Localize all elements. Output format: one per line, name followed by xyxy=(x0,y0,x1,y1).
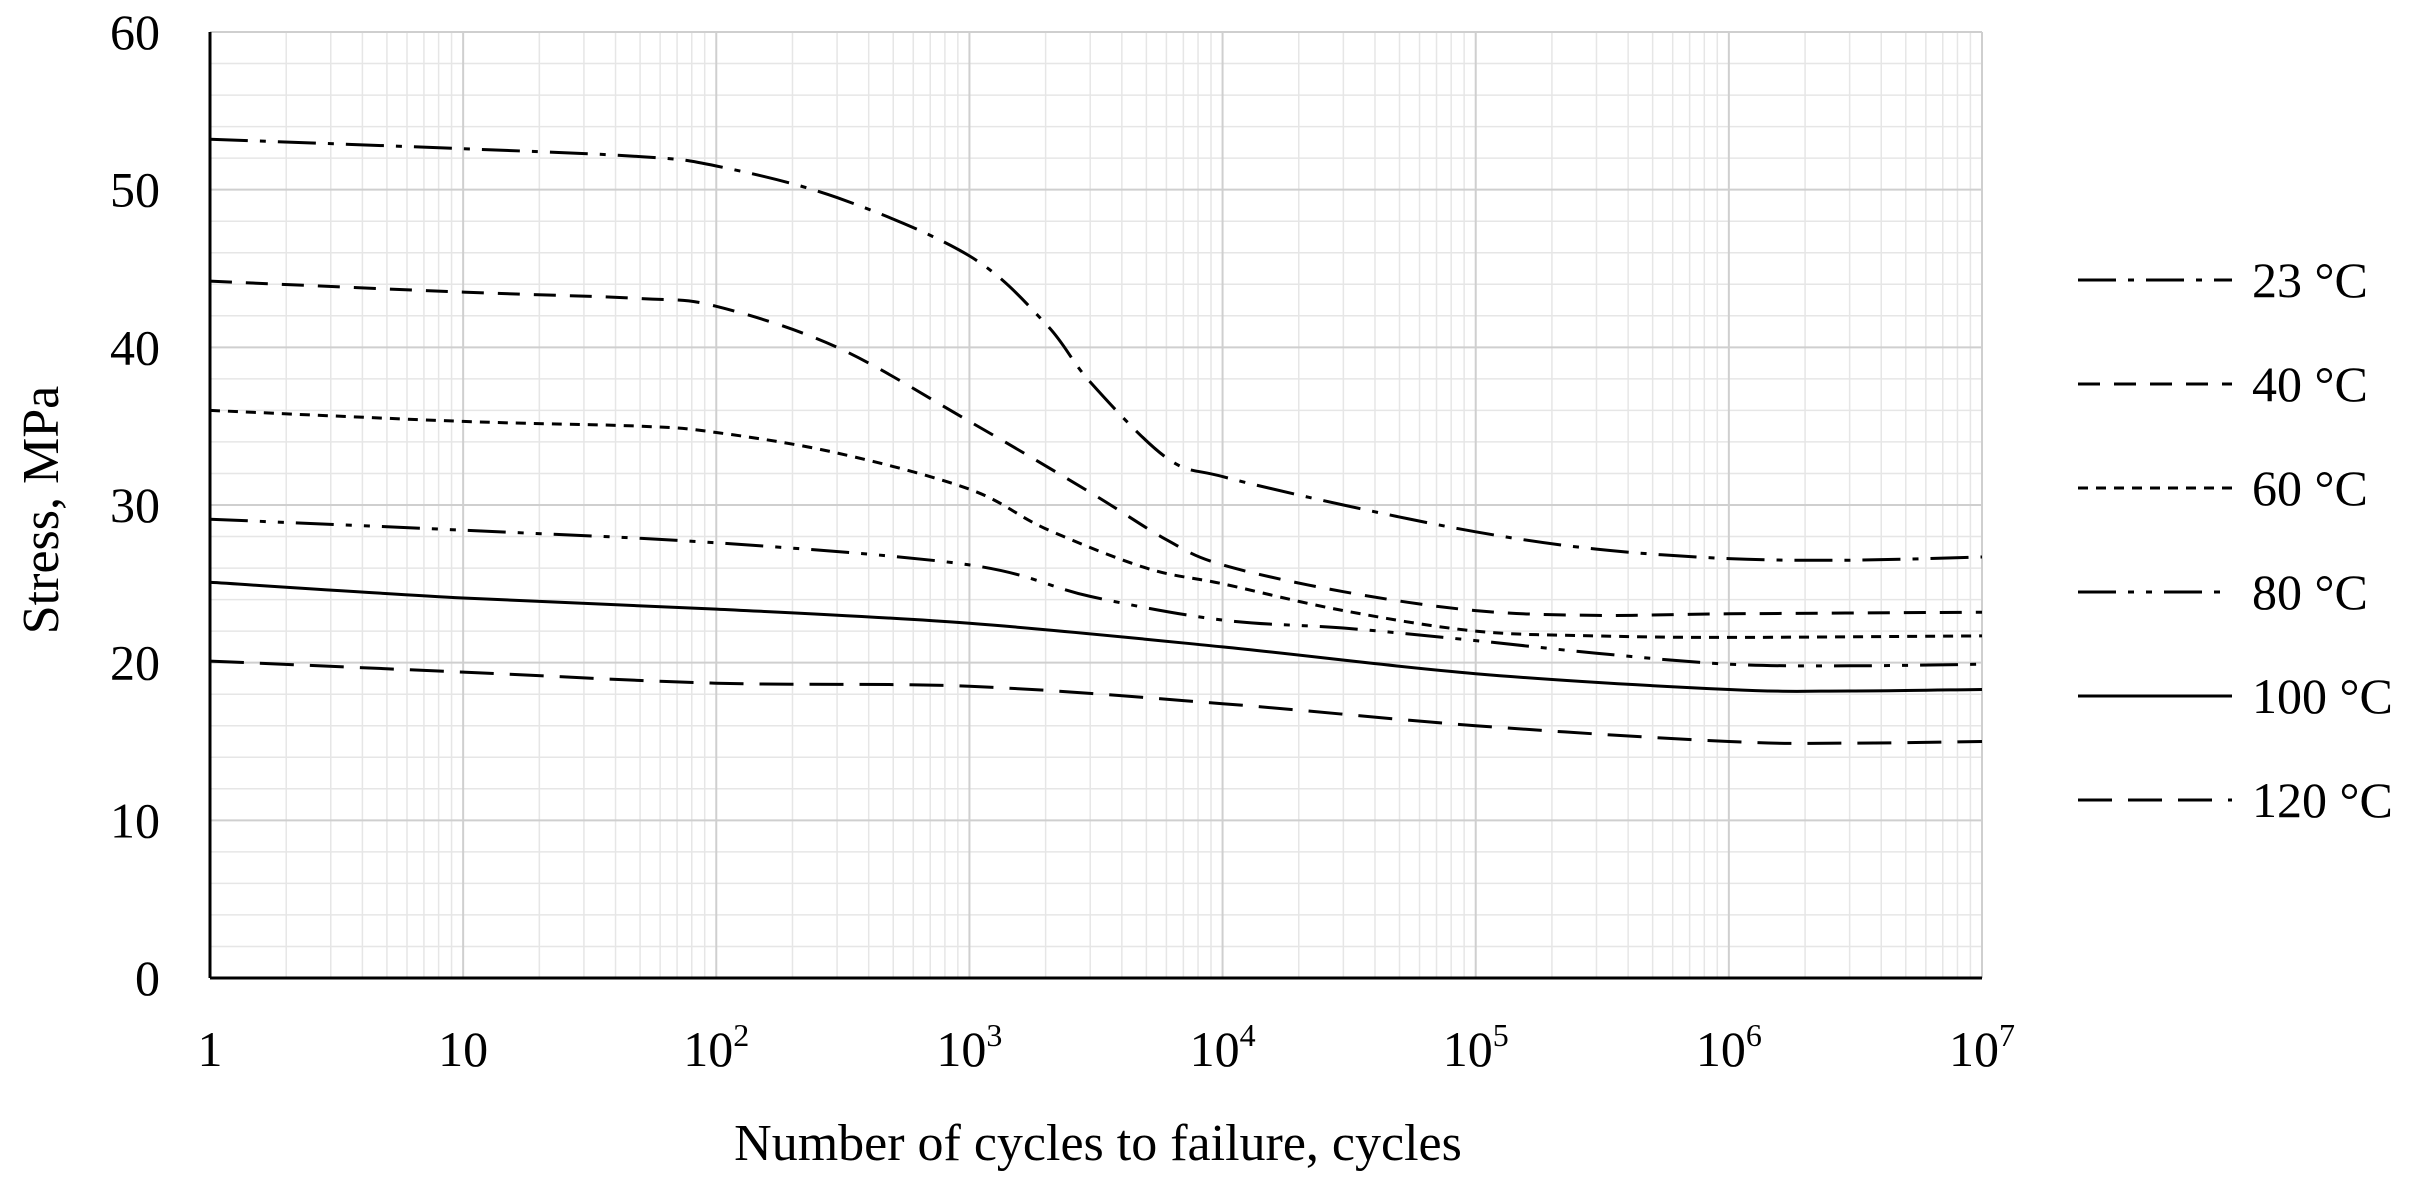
series-line-80c xyxy=(209,517,1983,668)
y-tick-label: 40 xyxy=(110,319,160,375)
series-line-60c xyxy=(209,408,1983,639)
legend-label-120c: 120 °C xyxy=(2252,772,2393,828)
y-tick-label: 0 xyxy=(135,950,160,1006)
legend-label-23c: 23 °C xyxy=(2252,252,2368,308)
x-tick-label: 103 xyxy=(936,1017,1002,1077)
legend: 23 °C 40 °C 60 °C 80 °C 100 °C 120 °C xyxy=(2078,252,2393,828)
axes xyxy=(208,32,1982,980)
x-axis-title: Number of cycles to failure, cycles xyxy=(734,1115,1462,1172)
x-tick-label: 102 xyxy=(683,1017,749,1077)
y-tick-label: 20 xyxy=(110,635,160,691)
x-tick-label: 105 xyxy=(1443,1017,1509,1077)
y-tick-label: 30 xyxy=(110,477,160,533)
legend-label-80c: 80 °C xyxy=(2252,564,2368,620)
x-axis-ticks: 1 10 102 103 104 105 106 107 xyxy=(198,1017,2016,1077)
x-tick-label: 1 xyxy=(198,1021,223,1077)
legend-label-60c: 60 °C xyxy=(2252,460,2368,516)
y-tick-label: 50 xyxy=(110,162,160,218)
series-line-100c xyxy=(209,580,1983,693)
series-lines xyxy=(209,137,1983,745)
y-tick-label: 60 xyxy=(110,4,160,60)
y-tick-label: 10 xyxy=(110,792,160,848)
y-axis-title: Stress, MPa xyxy=(13,386,70,634)
series-line-40c xyxy=(209,279,1983,617)
x-tick-label: 107 xyxy=(1949,1017,2015,1077)
x-tick-label: 104 xyxy=(1190,1017,1256,1077)
x-tick-label: 106 xyxy=(1696,1017,1762,1077)
series-line-120c xyxy=(209,659,1983,745)
legend-label-100c: 100 °C xyxy=(2252,668,2393,724)
series-line-23c xyxy=(209,137,1983,562)
legend-label-40c: 40 °C xyxy=(2252,356,2368,412)
x-tick-label: 10 xyxy=(438,1021,488,1077)
y-axis-ticks: 0 10 20 30 40 50 60 xyxy=(110,4,160,1006)
major-gridlines xyxy=(209,31,1983,979)
